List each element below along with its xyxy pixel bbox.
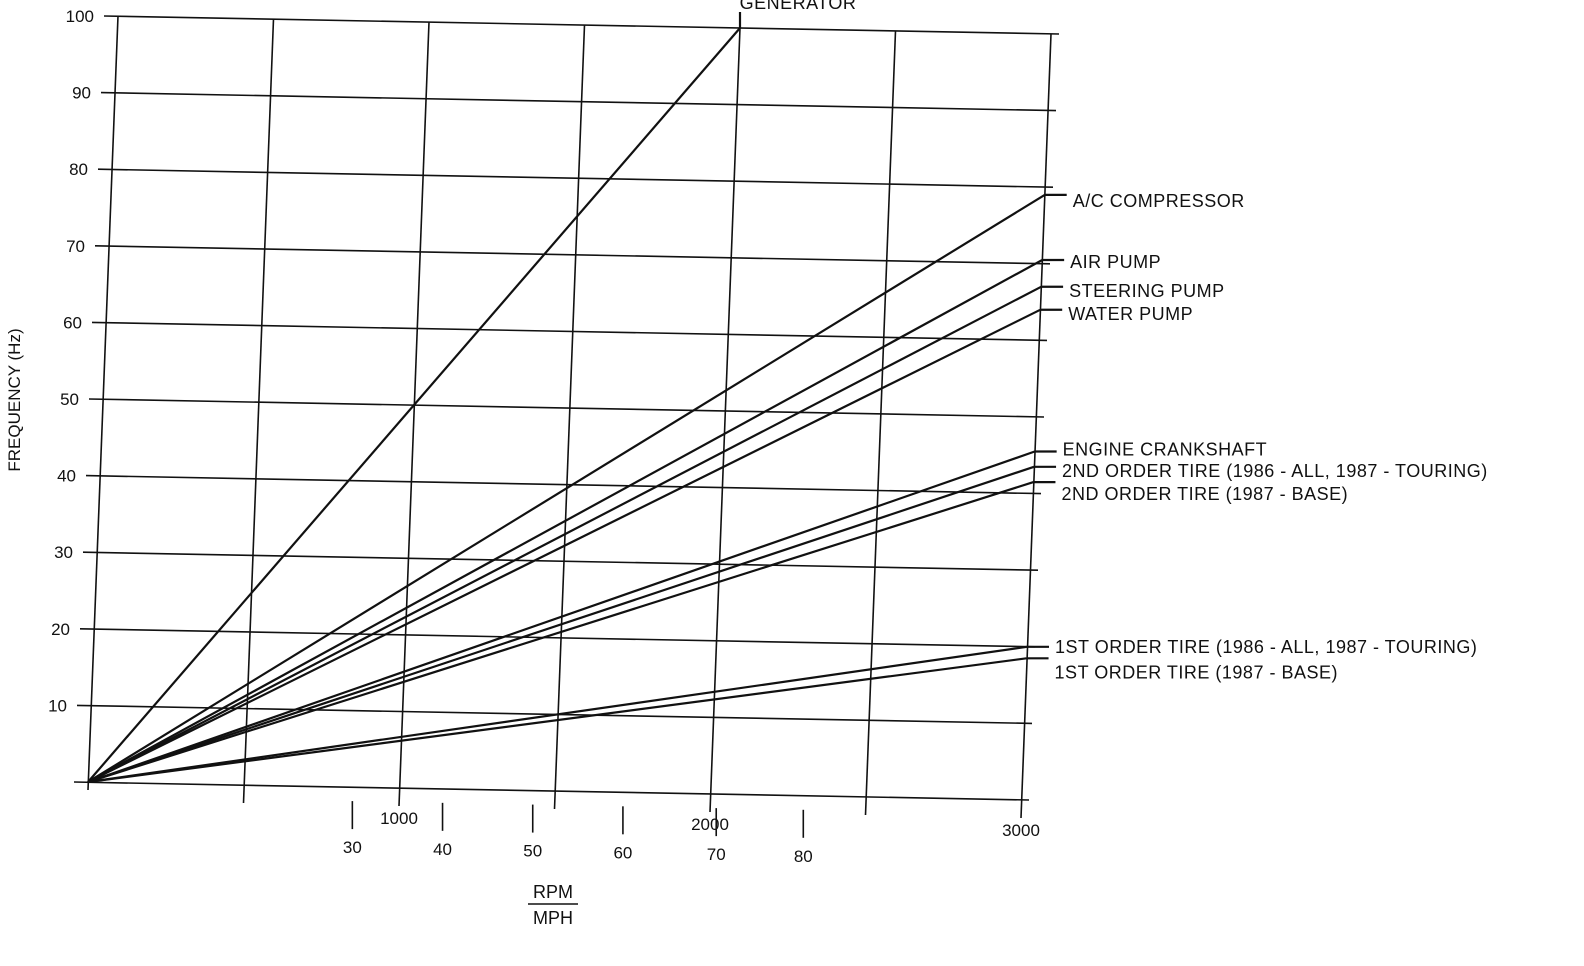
- mph-tick-label: 30: [343, 838, 362, 857]
- series-label: AIR PUMP: [1070, 252, 1161, 272]
- y-tick-label: 30: [54, 543, 73, 562]
- series-label: STEERING PUMP: [1069, 281, 1225, 301]
- grid-line-h: [85, 474, 1042, 495]
- y-axis-ticks: 100 90 80 70 60 50 40 30 20 10: [48, 7, 94, 715]
- series-label: 1ST ORDER TIRE (1987 - BASE): [1055, 662, 1338, 682]
- grid-line-v: [242, 18, 275, 804]
- mph-tick-label: 70: [707, 845, 726, 864]
- series-label: 2ND ORDER TIRE (1986 - ALL, 1987 - TOURI…: [1062, 461, 1488, 481]
- x-axis-ticks: 1000 2000 3000 30 40 50 60 70 80: [343, 801, 1040, 866]
- grid-line-v: [709, 27, 741, 813]
- series-label: WATER PUMP: [1068, 304, 1193, 324]
- series-line: [87, 259, 1043, 783]
- grid-line-h: [94, 245, 1051, 265]
- series-line: [87, 308, 1041, 783]
- x-axis-label-mph: MPH: [533, 908, 573, 928]
- rpm-tick-label: 1000: [380, 809, 418, 828]
- series-label: GENERATOR: [740, 0, 857, 13]
- grid-line-v: [864, 30, 897, 816]
- mph-tick-label: 80: [794, 847, 813, 866]
- y-tick-label: 60: [63, 313, 82, 332]
- series-label: 2ND ORDER TIRE (1987 - BASE): [1061, 484, 1348, 504]
- y-tick-label: 80: [69, 160, 88, 179]
- grid-line-h: [88, 398, 1045, 418]
- series-label: A/C COMPRESSOR: [1073, 191, 1245, 211]
- grid-line-v: [398, 21, 430, 807]
- mph-tick-label: 50: [523, 842, 542, 861]
- grid-line-h: [103, 15, 1060, 35]
- series-line: [87, 193, 1046, 783]
- series-line: [87, 481, 1034, 784]
- series-line: [87, 465, 1035, 784]
- series-label: 1ST ORDER TIRE (1986 - ALL, 1987 - TOURI…: [1055, 637, 1477, 657]
- series-line: [87, 285, 1042, 783]
- rpm-tick-label: 3000: [1002, 821, 1040, 840]
- series-line: [87, 450, 1036, 784]
- series-line: [87, 645, 1028, 784]
- grid-line-h: [97, 168, 1054, 188]
- series-label: ENGINE CRANKSHAFT: [1063, 439, 1268, 459]
- y-axis-label: FREQUENCY (Hz): [5, 328, 24, 471]
- mph-tick-label: 60: [613, 843, 632, 862]
- chart-series: [87, 27, 1046, 784]
- chart-grid: [73, 15, 1060, 819]
- y-tick-label: 100: [66, 7, 94, 26]
- grid-line-v: [1020, 33, 1052, 819]
- series-line: [87, 27, 741, 783]
- y-tick-label: 10: [48, 696, 67, 715]
- series-line: [87, 657, 1027, 784]
- grid-line-v: [87, 15, 119, 791]
- grid-line-h: [91, 321, 1048, 342]
- rpm-tick-label: 2000: [691, 815, 729, 834]
- grid-line-h: [82, 551, 1039, 571]
- grid-line-h: [79, 628, 1036, 648]
- y-tick-label: 40: [57, 467, 76, 486]
- mph-tick-label: 40: [433, 840, 452, 859]
- grid-line-v: [553, 24, 586, 810]
- grid-line-h: [73, 781, 1030, 801]
- y-tick-label: 90: [72, 84, 91, 103]
- x-axis-label-rpm: RPM: [533, 882, 573, 902]
- grid-line-h: [100, 91, 1057, 112]
- series-labels: GENERATOR A/C COMPRESSOR AIR PUMP STEERING …: [738, 0, 1488, 682]
- y-tick-label: 70: [66, 237, 85, 256]
- y-tick-label: 50: [60, 390, 79, 409]
- y-tick-label: 20: [51, 620, 70, 639]
